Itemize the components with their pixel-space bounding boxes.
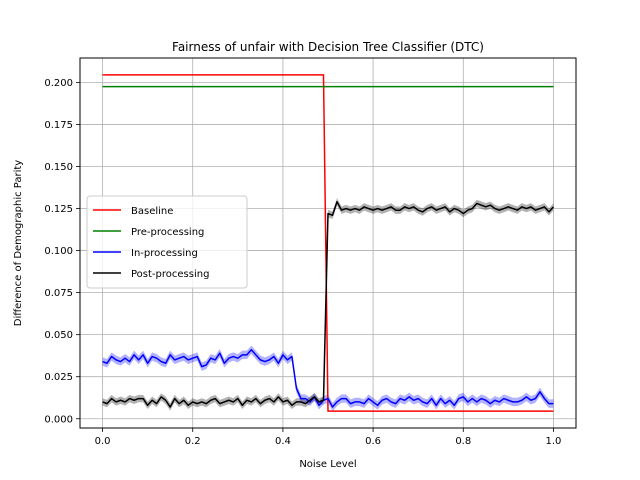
x-tick-label: 0.2 <box>185 436 201 447</box>
legend-label: In-processing <box>131 248 198 259</box>
y-tick-label: 0.175 <box>44 120 73 131</box>
y-tick-label: 0.000 <box>44 414 73 425</box>
legend-label: Pre-processing <box>131 227 204 238</box>
legend-box <box>86 195 248 289</box>
y-axis-label: Difference of Demographic Parity <box>13 160 24 327</box>
series-line-in-processing <box>102 349 554 408</box>
legend: Baseline Pre-processing In-processing Post-… <box>86 195 248 289</box>
x-tick-label: 0.8 <box>455 436 471 447</box>
x-axis-ticks: 0.0 0.2 0.4 0.6 0.8 1.0 <box>95 428 562 447</box>
plot-frame <box>79 57 577 429</box>
chart-title: Fairness of unfair with Decision Tree Cl… <box>172 40 484 54</box>
grid-lines <box>80 58 576 428</box>
legend-label: Post-processing <box>131 269 209 280</box>
legend-label: Baseline <box>131 206 173 217</box>
y-tick-label: 0.150 <box>44 162 73 173</box>
y-tick-label: 0.200 <box>44 78 73 89</box>
y-tick-label: 0.125 <box>44 204 73 215</box>
series-line-baseline <box>102 74 554 412</box>
x-axis-label: Noise Level <box>299 459 356 470</box>
y-tick-label: 0.075 <box>44 288 73 299</box>
y-tick-label: 0.025 <box>44 372 73 383</box>
series-lines <box>102 74 555 412</box>
x-tick-label: 1.0 <box>546 436 562 447</box>
x-tick-label: 0.4 <box>275 436 291 447</box>
series-band-in-processing <box>102 345 554 412</box>
series-line-post-processing <box>102 201 555 408</box>
y-axis-ticks: 0.000 0.025 0.050 0.075 0.100 0.125 0.150 0.175… <box>44 78 80 425</box>
y-tick-label: 0.050 <box>44 330 73 341</box>
x-tick-label: 0.6 <box>365 436 381 447</box>
y-tick-label: 0.100 <box>44 246 73 257</box>
confidence-bands <box>102 198 554 412</box>
x-tick-label: 0.0 <box>95 436 111 447</box>
